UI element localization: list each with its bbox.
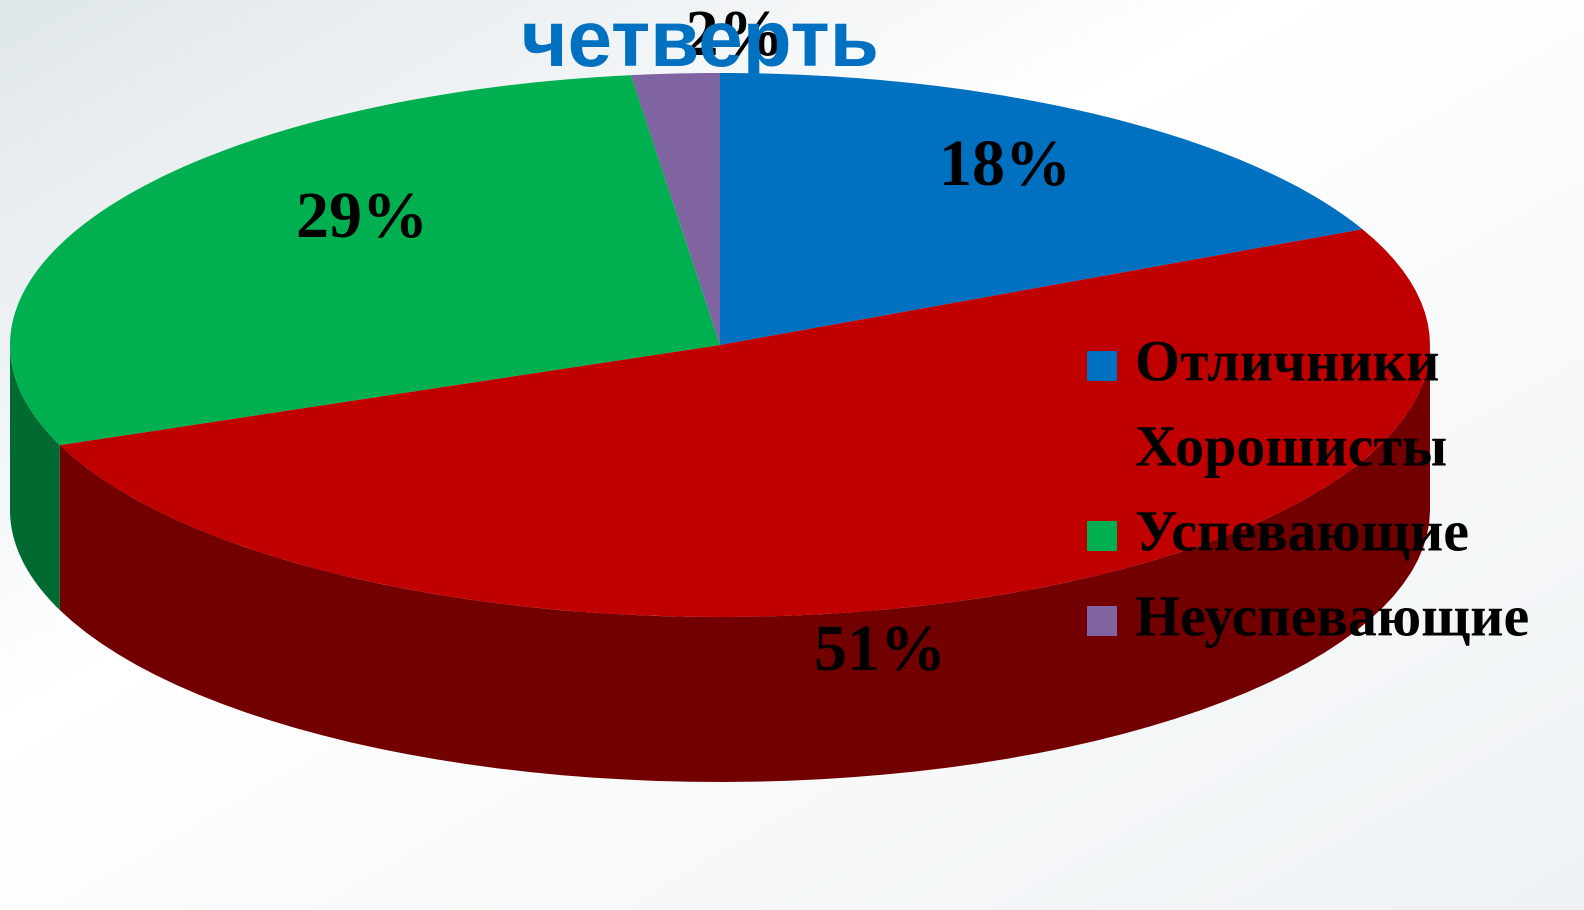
- slice-side: [59, 345, 1431, 782]
- slice-side: [10, 345, 60, 611]
- legend-marker: [1087, 351, 1117, 381]
- labels: 18% 51% 29% 2%: [296, 0, 1071, 685]
- legend-label: Успевающие: [1135, 498, 1469, 563]
- slice: [10, 75, 721, 446]
- legend-marker: [1087, 436, 1117, 466]
- data-label: 18%: [939, 127, 1071, 200]
- chart-title: четверть: [521, 0, 879, 83]
- slice: [631, 73, 720, 345]
- data-label: 2%: [686, 0, 785, 70]
- legend-label: Отличники: [1135, 328, 1440, 393]
- slice: [59, 229, 1430, 617]
- legend-marker: [1087, 521, 1117, 551]
- legend-marker: [1087, 606, 1117, 636]
- legend-label: Неуспевающие: [1135, 583, 1529, 648]
- slice: [720, 73, 1363, 345]
- data-label: 29%: [296, 179, 428, 252]
- data-label: 51%: [814, 612, 946, 685]
- legend-label: Хорошисты: [1135, 413, 1447, 478]
- pie: [10, 73, 1431, 782]
- legend: Отличники Хорошисты Успевающие Неуспевающие: [1087, 328, 1529, 648]
